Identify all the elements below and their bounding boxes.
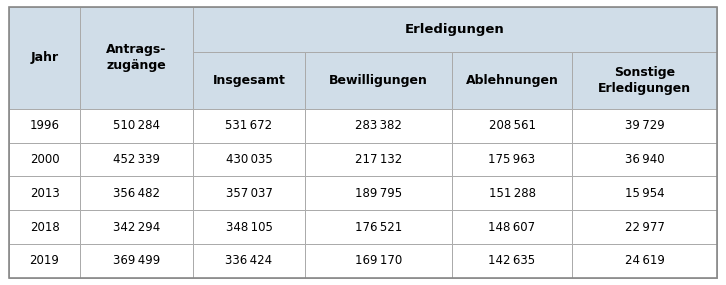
Text: 217 132: 217 132: [355, 153, 402, 166]
Text: Erledigungen: Erledigungen: [405, 23, 505, 36]
Text: 2019: 2019: [30, 255, 60, 267]
Bar: [305, 142, 452, 176]
Text: Antrags-
zugänge: Antrags- zugänge: [107, 43, 167, 72]
Bar: [81, 7, 193, 109]
Text: Jahr: Jahr: [30, 51, 59, 64]
Text: 342 294: 342 294: [113, 221, 160, 234]
Text: 176 521: 176 521: [355, 221, 402, 234]
Bar: [452, 52, 572, 109]
Bar: [9, 7, 81, 109]
Bar: [81, 109, 193, 142]
Bar: [193, 142, 305, 176]
Text: 357 037: 357 037: [226, 187, 272, 200]
Text: 2013: 2013: [30, 187, 60, 200]
Text: 531 672: 531 672: [225, 119, 272, 132]
Text: 348 105: 348 105: [226, 221, 272, 234]
Bar: [193, 52, 305, 109]
Text: 24 619: 24 619: [625, 255, 665, 267]
Text: 148 607: 148 607: [489, 221, 536, 234]
Text: 22 977: 22 977: [625, 221, 665, 234]
Text: Sonstige
Erledigungen: Sonstige Erledigungen: [598, 66, 691, 95]
Text: 175 963: 175 963: [489, 153, 536, 166]
Text: 1996: 1996: [30, 119, 60, 132]
Bar: [572, 142, 717, 176]
Text: 283 382: 283 382: [355, 119, 402, 132]
Bar: [9, 142, 81, 176]
Text: 2000: 2000: [30, 153, 60, 166]
Bar: [452, 210, 572, 244]
Bar: [193, 210, 305, 244]
Text: 510 284: 510 284: [113, 119, 160, 132]
Bar: [81, 176, 193, 210]
Bar: [452, 109, 572, 142]
Text: 430 035: 430 035: [226, 153, 272, 166]
Bar: [572, 176, 717, 210]
Text: 189 795: 189 795: [355, 187, 402, 200]
Text: 369 499: 369 499: [113, 255, 160, 267]
Bar: [452, 142, 572, 176]
Bar: [572, 52, 717, 109]
Text: 169 170: 169 170: [355, 255, 402, 267]
Text: 452 339: 452 339: [113, 153, 160, 166]
Bar: [81, 210, 193, 244]
Text: 151 288: 151 288: [489, 187, 536, 200]
Text: 39 729: 39 729: [625, 119, 665, 132]
Bar: [193, 244, 305, 278]
Bar: [572, 244, 717, 278]
Bar: [305, 244, 452, 278]
Bar: [9, 210, 81, 244]
Bar: [452, 176, 572, 210]
Text: 356 482: 356 482: [113, 187, 160, 200]
Text: 36 940: 36 940: [625, 153, 664, 166]
Bar: [193, 176, 305, 210]
Bar: [305, 52, 452, 109]
Text: Bewilligungen: Bewilligungen: [329, 74, 428, 87]
Bar: [305, 109, 452, 142]
Bar: [305, 210, 452, 244]
Bar: [572, 109, 717, 142]
Bar: [193, 7, 717, 52]
Text: Insgesamt: Insgesamt: [213, 74, 285, 87]
Bar: [452, 244, 572, 278]
Bar: [193, 109, 305, 142]
Bar: [9, 176, 81, 210]
Bar: [81, 142, 193, 176]
Text: 208 561: 208 561: [489, 119, 536, 132]
Bar: [9, 109, 81, 142]
Text: 15 954: 15 954: [625, 187, 664, 200]
Bar: [9, 244, 81, 278]
Text: 142 635: 142 635: [489, 255, 536, 267]
Text: 336 424: 336 424: [225, 255, 272, 267]
Bar: [305, 176, 452, 210]
Bar: [572, 210, 717, 244]
Text: 2018: 2018: [30, 221, 60, 234]
Text: Ablehnungen: Ablehnungen: [465, 74, 558, 87]
Bar: [81, 244, 193, 278]
